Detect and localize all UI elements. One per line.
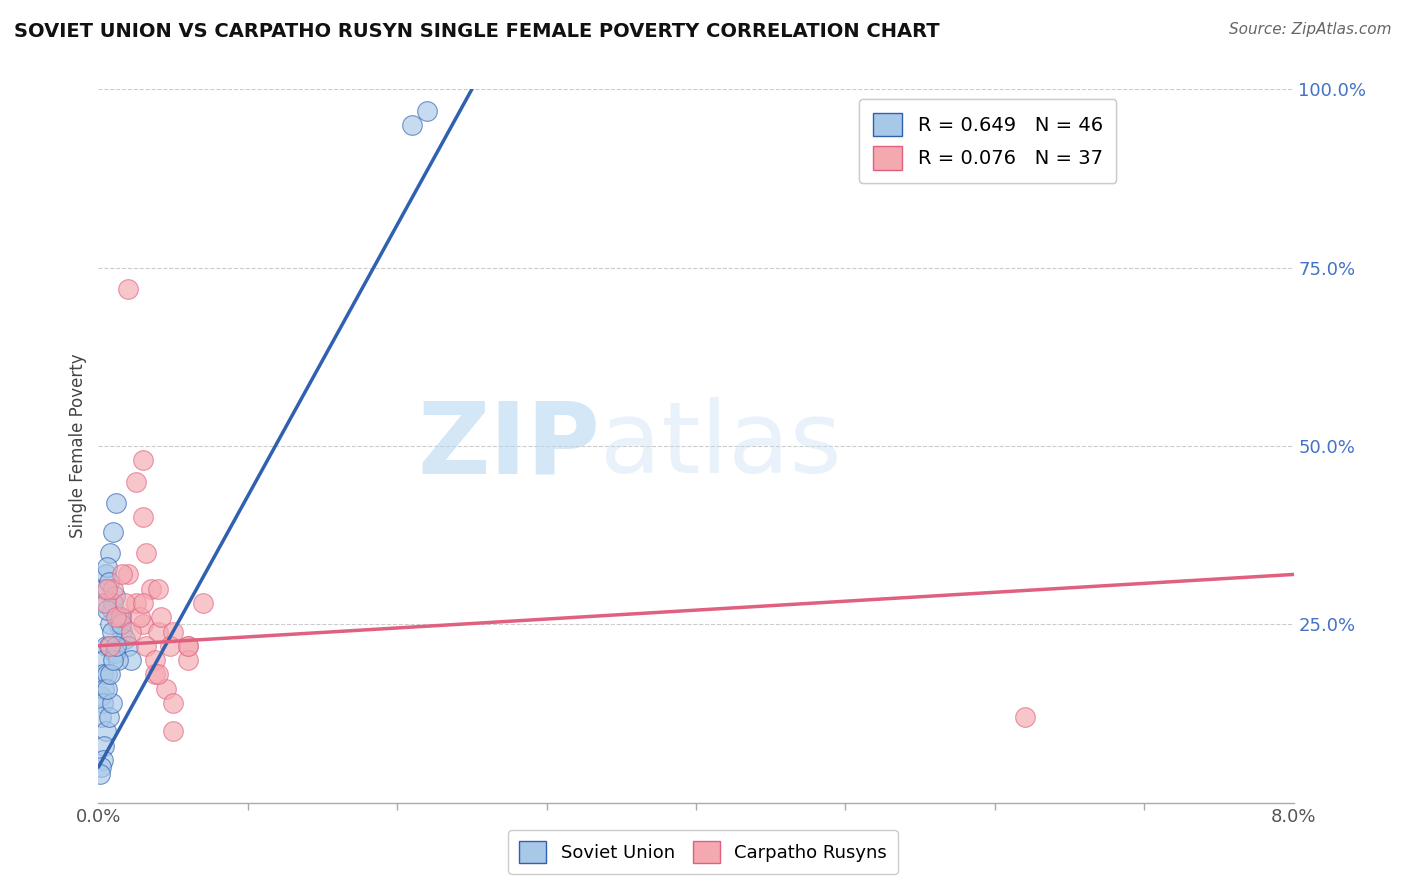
Soviet Union [101, 696, 124, 710]
Soviet Union [90, 689, 112, 703]
Soviet Union [96, 560, 118, 574]
Carpatho Rusyns [132, 596, 155, 610]
Soviet Union [103, 653, 125, 667]
Carpatho Rusyns [105, 610, 128, 624]
Soviet Union [96, 603, 118, 617]
Soviet Union [401, 118, 423, 132]
Carpatho Rusyns [98, 639, 122, 653]
Carpatho Rusyns [135, 546, 157, 560]
Soviet Union [110, 617, 132, 632]
Soviet Union [98, 617, 122, 632]
Soviet Union [103, 524, 125, 539]
Soviet Union [97, 639, 120, 653]
Soviet Union [90, 710, 112, 724]
Soviet Union [93, 653, 115, 667]
Soviet Union [93, 739, 115, 753]
Soviet Union [91, 667, 114, 681]
Soviet Union [107, 653, 129, 667]
Soviet Union [101, 603, 124, 617]
Soviet Union [108, 610, 131, 624]
Carpatho Rusyns [132, 617, 155, 632]
Carpatho Rusyns [132, 453, 155, 467]
Carpatho Rusyns [117, 282, 139, 296]
Text: atlas: atlas [600, 398, 842, 494]
Soviet Union [110, 610, 132, 624]
Soviet Union [98, 546, 122, 560]
Soviet Union [104, 646, 127, 660]
Text: SOVIET UNION VS CARPATHO RUSYN SINGLE FEMALE POVERTY CORRELATION CHART: SOVIET UNION VS CARPATHO RUSYN SINGLE FE… [14, 22, 939, 41]
Carpatho Rusyns [143, 653, 166, 667]
Carpatho Rusyns [103, 582, 125, 596]
Soviet Union [98, 667, 122, 681]
Carpatho Rusyns [132, 510, 155, 524]
Soviet Union [97, 710, 120, 724]
Soviet Union [107, 617, 129, 632]
Soviet Union [89, 767, 111, 781]
Carpatho Rusyns [111, 567, 134, 582]
Soviet Union [91, 753, 114, 767]
Carpatho Rusyns [94, 596, 117, 610]
Legend: Soviet Union, Carpatho Rusyns: Soviet Union, Carpatho Rusyns [508, 830, 898, 874]
Carpatho Rusyns [162, 724, 184, 739]
Carpatho Rusyns [117, 567, 139, 582]
Soviet Union [103, 596, 125, 610]
Carpatho Rusyns [114, 596, 136, 610]
Soviet Union [105, 639, 128, 653]
Soviet Union [416, 103, 439, 118]
Soviet Union [90, 760, 112, 774]
Carpatho Rusyns [129, 610, 152, 624]
Carpatho Rusyns [177, 639, 200, 653]
Soviet Union [114, 632, 136, 646]
Carpatho Rusyns [125, 596, 148, 610]
Carpatho Rusyns [177, 639, 200, 653]
Soviet Union [120, 653, 142, 667]
Soviet Union [93, 582, 115, 596]
Soviet Union [93, 681, 115, 696]
Soviet Union [91, 596, 114, 610]
Soviet Union [94, 639, 117, 653]
Soviet Union [96, 667, 118, 681]
Carpatho Rusyns [162, 696, 184, 710]
Carpatho Rusyns [150, 610, 173, 624]
Y-axis label: Single Female Poverty: Single Female Poverty [69, 354, 87, 538]
Carpatho Rusyns [148, 667, 170, 681]
Soviet Union [104, 589, 127, 603]
Soviet Union [94, 567, 117, 582]
Carpatho Rusyns [148, 582, 170, 596]
Carpatho Rusyns [110, 610, 132, 624]
Carpatho Rusyns [155, 681, 177, 696]
Carpatho Rusyns [191, 596, 214, 610]
Soviet Union [91, 696, 114, 710]
Carpatho Rusyns [120, 624, 142, 639]
Soviet Union [94, 724, 117, 739]
Soviet Union [96, 681, 118, 696]
Carpatho Rusyns [177, 653, 200, 667]
Carpatho Rusyns [125, 475, 148, 489]
Carpatho Rusyns [96, 582, 118, 596]
Carpatho Rusyns [135, 639, 157, 653]
Carpatho Rusyns [148, 624, 170, 639]
Soviet Union [97, 574, 120, 589]
Carpatho Rusyns [159, 639, 181, 653]
Carpatho Rusyns [162, 624, 184, 639]
Carpatho Rusyns [143, 667, 166, 681]
Text: ZIP: ZIP [418, 398, 600, 494]
Carpatho Rusyns [1014, 710, 1036, 724]
Legend: R = 0.649   N = 46, R = 0.076   N = 37: R = 0.649 N = 46, R = 0.076 N = 37 [859, 99, 1116, 184]
Text: Source: ZipAtlas.com: Source: ZipAtlas.com [1229, 22, 1392, 37]
Soviet Union [117, 639, 139, 653]
Soviet Union [105, 496, 128, 510]
Carpatho Rusyns [139, 582, 162, 596]
Soviet Union [111, 624, 134, 639]
Soviet Union [101, 624, 124, 639]
